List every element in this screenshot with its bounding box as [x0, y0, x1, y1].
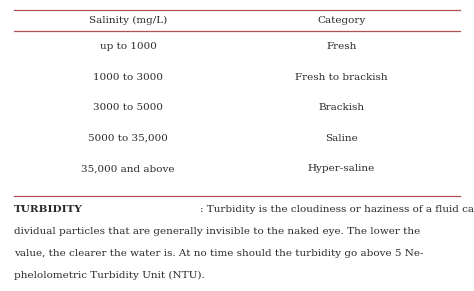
Text: phelolometric Turbidity Unit (NTU).: phelolometric Turbidity Unit (NTU). [14, 271, 205, 280]
Text: up to 1000: up to 1000 [100, 42, 156, 51]
Text: 35,000 and above: 35,000 and above [81, 164, 175, 173]
Text: Saline: Saline [325, 134, 358, 143]
Text: 5000 to 35,000: 5000 to 35,000 [88, 134, 168, 143]
Text: : Turbidity is the cloudiness or haziness of a fluid caused by in-: : Turbidity is the cloudiness or hazines… [200, 205, 474, 214]
Text: 3000 to 5000: 3000 to 5000 [93, 103, 163, 112]
Text: Fresh: Fresh [326, 42, 356, 51]
Text: Salinity (mg/L): Salinity (mg/L) [89, 16, 167, 25]
Text: TURBIDITY: TURBIDITY [14, 205, 83, 214]
Text: Fresh to brackish: Fresh to brackish [295, 73, 388, 82]
Text: Hyper-saline: Hyper-saline [308, 164, 375, 173]
Text: Category: Category [317, 16, 365, 25]
Text: Brackish: Brackish [318, 103, 365, 112]
Text: 1000 to 3000: 1000 to 3000 [93, 73, 163, 82]
Text: dividual particles that are generally invisible to the naked eye. The lower the: dividual particles that are generally in… [14, 227, 420, 236]
Text: value, the clearer the water is. At no time should the turbidity go above 5 Ne-: value, the clearer the water is. At no t… [14, 249, 424, 258]
